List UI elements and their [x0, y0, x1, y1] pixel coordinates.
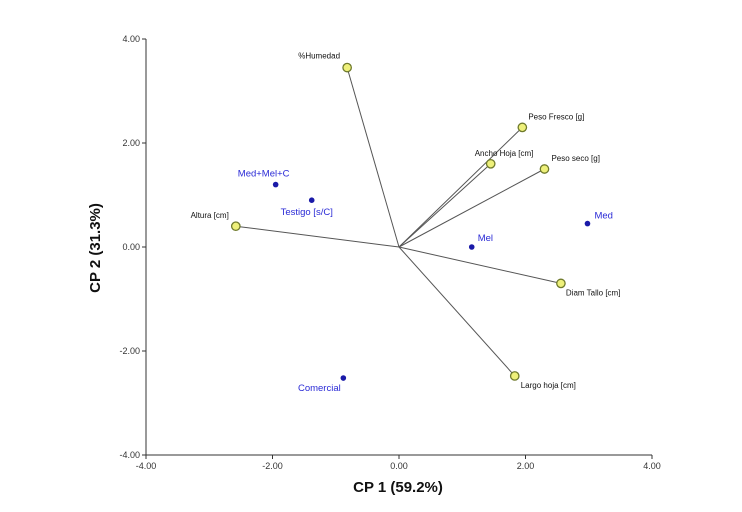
variable-label-ancho-hoja-cm: Ancho Hoja [cm] [475, 149, 534, 158]
x-tick-label: 0.00 [390, 461, 408, 471]
variable-label-peso-seco-g: Peso seco [g] [551, 154, 599, 163]
vector-humedad [346, 67, 400, 248]
observation-label-med: Med [594, 211, 612, 222]
x-axis-title: CP 1 (59.2%) [353, 479, 443, 496]
variable-point-diam-tallo-cm [556, 278, 566, 289]
observation-point-mel [468, 244, 475, 250]
vector-ancho-hoja-cm [398, 163, 492, 248]
observation-point-comercial [340, 375, 347, 381]
y-tick-label: -4.00 [119, 450, 140, 460]
observation-label-testigo-s-c: Testigo [s/C] [281, 207, 333, 218]
variable-label-altura-cm: Altura [cm] [191, 211, 229, 220]
x-tick-label: -4.00 [136, 461, 157, 471]
variable-point-ancho-hoja-cm [485, 158, 496, 169]
variable-point-peso-fresco-g [517, 122, 528, 133]
vector-peso-seco-g [398, 168, 545, 248]
y-tick-label: 0.00 [122, 242, 140, 252]
axes: -4.00 -2.00 0.00 2.00 4.00 -4.00 -2.00 0.00 2.00… [119, 34, 660, 471]
variable-markers: %Humedad Peso Fresco [g] Ancho Hoja [cm] Pe… [191, 52, 621, 390]
variable-label-diam-tallo-cm: Diam Tallo [cm] [566, 288, 621, 297]
vector-altura-cm [235, 225, 400, 248]
observation-markers: Med+Mel+C Testigo [s/C] Mel Med Comercial [238, 169, 613, 394]
x-tick-label: 2.00 [517, 461, 535, 471]
variable-vectors [235, 67, 562, 377]
y-axis-title: CP 2 (31.3%) [87, 203, 104, 293]
vector-diam-tallo-cm [398, 246, 562, 284]
variable-point-altura-cm [230, 221, 241, 232]
observation-label-comercial: Comercial [298, 383, 341, 394]
observation-point-med [584, 220, 591, 227]
observation-label-med-mel-c: Med+Mel+C [238, 169, 290, 180]
variable-label-peso-fresco-g: Peso Fresco [g] [528, 112, 584, 121]
variable-label-largo-hoja-cm: Largo hoja [cm] [521, 381, 576, 390]
y-tick-label: 4.00 [122, 34, 140, 44]
vector-largo-hoja-cm [398, 246, 516, 377]
variable-point-largo-hoja-cm [509, 371, 520, 381]
x-tick-label: -2.00 [262, 461, 283, 471]
variable-label-humedad: %Humedad [298, 52, 340, 61]
x-tick-label: 4.00 [643, 461, 661, 471]
observation-label-mel: Mel [478, 233, 493, 244]
vector-peso-fresco-g [398, 127, 523, 248]
observation-point-med-mel-c [272, 181, 279, 188]
observation-point-testigo-s-c [308, 197, 315, 203]
variable-point-humedad [342, 62, 352, 73]
y-tick-label: -2.00 [119, 346, 140, 356]
y-tick-label: 2.00 [122, 138, 140, 148]
variable-point-peso-seco-g [539, 164, 550, 174]
